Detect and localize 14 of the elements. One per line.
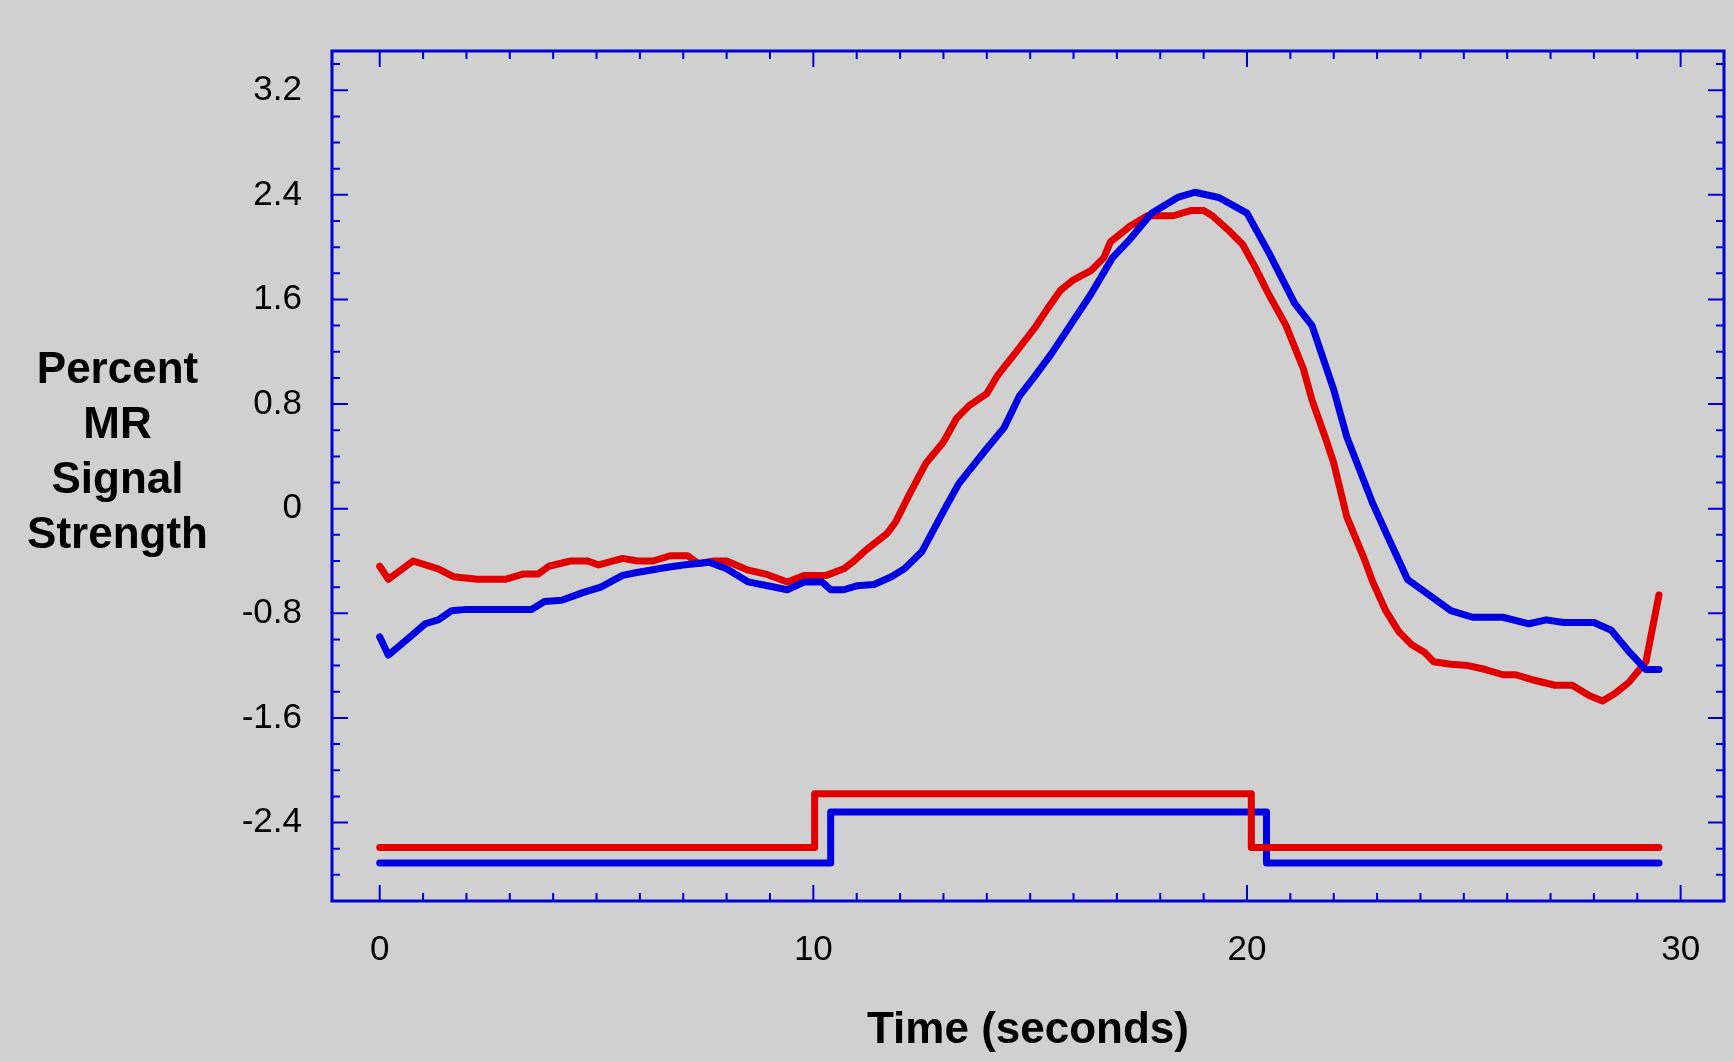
y-tick-label: 0.8 [253,381,302,421]
y-tick-label: 2.4 [253,172,302,212]
y-tick-label: 0 [282,486,302,526]
y-tick-label: -2.4 [241,800,302,840]
y-axis-title: Percent MR Signal Strength [26,342,209,559]
x-tick-label: 0 [369,927,390,967]
y-tick-label: -1.6 [241,695,302,735]
y-tick-label: 3.2 [253,67,302,107]
y-tick-label: 1.6 [253,277,302,317]
y-tick-label: -0.8 [241,590,302,630]
x-tick-label: 20 [1227,927,1267,967]
x-axis-title: Time (seconds) [867,1002,1189,1052]
x-tick-label: 10 [793,927,833,967]
x-tick-label: 30 [1661,927,1701,967]
